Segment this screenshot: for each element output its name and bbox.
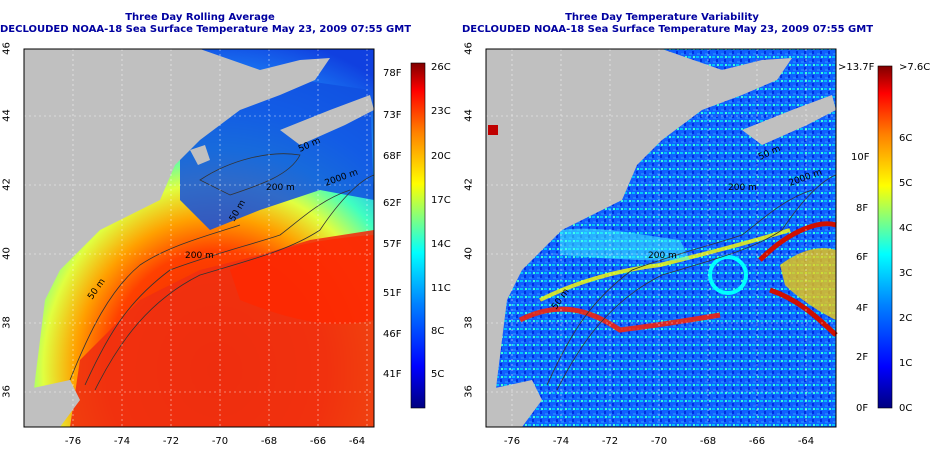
right-scale-c-label: 2C — [899, 313, 913, 324]
right-scale-f-label: 8F — [856, 203, 869, 214]
right-nova-scotia — [742, 95, 836, 145]
right-shelf-patch — [560, 228, 690, 261]
right-subtitle-line: DECLOUDED NOAA-18 Sea Surface Temperatur… — [462, 24, 874, 35]
right-map: 50 m 200 m 2000 m 200 m 50 m — [485, 48, 838, 428]
right-y-tick: 40 — [463, 247, 475, 260]
left-warm-core — [230, 235, 374, 324]
left-land — [24, 49, 330, 427]
left-title-line: Three Day Rolling Average — [125, 12, 275, 23]
left-scale-c-label: 8C — [431, 326, 445, 337]
left-scale-f-label: 51F — [383, 288, 402, 299]
left-cape-cod — [190, 145, 210, 165]
left-y-tick: 44 — [1, 109, 13, 122]
right-x-tick: -70 — [650, 436, 668, 447]
left-scale-f-label: 57F — [383, 239, 402, 250]
left-scale-c-label: 17C — [431, 195, 451, 206]
right-scale-c-label: 4C — [899, 223, 913, 234]
right-contour-label: 200 m — [648, 251, 677, 261]
right-land — [486, 49, 792, 427]
left-scale-c-label: 11C — [431, 283, 451, 294]
right-y-tick: 38 — [463, 316, 475, 329]
right-scale-c-label: 1C — [899, 358, 913, 369]
right-scale-c-label: 6C — [899, 133, 913, 144]
left-x-tick: -66 — [309, 436, 327, 447]
right-scale-f-label: 2F — [856, 352, 869, 363]
right-variability-band — [518, 306, 721, 333]
right-x-tick: -76 — [503, 436, 521, 447]
right-title-line: Three Day Temperature Variability — [565, 12, 759, 23]
left-colorbar — [410, 62, 426, 409]
left-contour-50m — [69, 224, 241, 381]
right-contour-200m — [546, 189, 813, 386]
left-map-frame — [23, 48, 375, 428]
left-x-tick: -76 — [64, 436, 82, 447]
left-y-tick: 42 — [1, 178, 13, 191]
left-scale-f-label: 73F — [383, 110, 402, 121]
left-scale-c-label: 5C — [431, 369, 445, 380]
left-contour-2000m — [94, 174, 375, 391]
right-variability-band — [539, 228, 791, 302]
left-contour-label: 200 m — [185, 251, 214, 261]
right-x-tick: -74 — [552, 436, 570, 447]
right-warm-core-ring — [708, 255, 748, 295]
right-y-tick: 44 — [463, 109, 475, 122]
left-nova-scotia — [280, 95, 374, 145]
right-y-tick: 42 — [463, 178, 475, 191]
right-x-tick: -68 — [699, 436, 717, 447]
right-colorbar — [877, 65, 893, 409]
left-scale-f-label: 41F — [383, 369, 402, 380]
left-contour-label: 200 m — [266, 183, 295, 193]
left-y-tick: 38 — [1, 316, 13, 329]
right-scale-f-label: 0F — [856, 403, 869, 414]
left-scale-c-label: 20C — [431, 151, 451, 162]
right-map-title: Three Day Temperature Variability DECLOU… — [462, 12, 874, 36]
right-scale-f-label: 4F — [856, 303, 869, 314]
left-scale-c-label: 26C — [431, 62, 451, 73]
right-warm-spot — [488, 125, 498, 135]
left-map: 50 m 200 m 2000 m 200 m 50 m 50 m — [23, 48, 375, 428]
left-contour-bank — [199, 153, 301, 196]
left-scale-f-label: 78F — [383, 68, 402, 79]
right-grid — [486, 49, 836, 427]
left-x-tick: -64 — [348, 436, 366, 447]
left-y-tick: 40 — [1, 247, 13, 260]
left-y-tick: 36 — [1, 385, 13, 398]
right-contour-label: 200 m — [728, 183, 757, 193]
left-scale-c-label: 14C — [431, 239, 451, 250]
right-y-tick: 36 — [463, 385, 475, 398]
left-x-tick: -72 — [162, 436, 180, 447]
right-scale-f-label: >13.7F — [838, 62, 875, 73]
right-eddy-edge — [758, 221, 838, 337]
left-subtitle-line: DECLOUDED NOAA-18 Sea Surface Temperatur… — [0, 24, 412, 35]
right-scale-c-label: 5C — [899, 178, 913, 189]
right-scale-f-label: 6F — [856, 252, 869, 263]
left-x-tick: -74 — [113, 436, 131, 447]
left-scale-f-label: 62F — [383, 198, 402, 209]
right-scale-c-label: 0C — [899, 403, 913, 414]
left-scale-f-label: 68F — [383, 151, 402, 162]
left-scale-f-label: 46F — [383, 329, 402, 340]
right-contour-2000m — [556, 174, 837, 391]
left-x-tick: -70 — [211, 436, 229, 447]
right-x-tick: -64 — [797, 436, 815, 447]
left-scale-c-label: 23C — [431, 106, 451, 117]
left-contour-200m — [84, 189, 351, 386]
left-x-tick: -68 — [260, 436, 278, 447]
right-scale-c-label: 3C — [899, 268, 913, 279]
right-scale-c-label: >7.6C — [899, 62, 931, 73]
left-map-title: Three Day Rolling Average DECLOUDED NOAA… — [0, 12, 412, 36]
left-y-tick: 46 — [1, 42, 13, 55]
right-y-tick: 46 — [463, 42, 475, 55]
right-x-tick: -72 — [601, 436, 619, 447]
right-eddy-interior — [780, 248, 836, 320]
left-grid — [24, 49, 374, 427]
right-map-frame — [485, 48, 837, 428]
right-scale-f-label: 10F — [851, 152, 870, 163]
right-x-tick: -66 — [748, 436, 766, 447]
